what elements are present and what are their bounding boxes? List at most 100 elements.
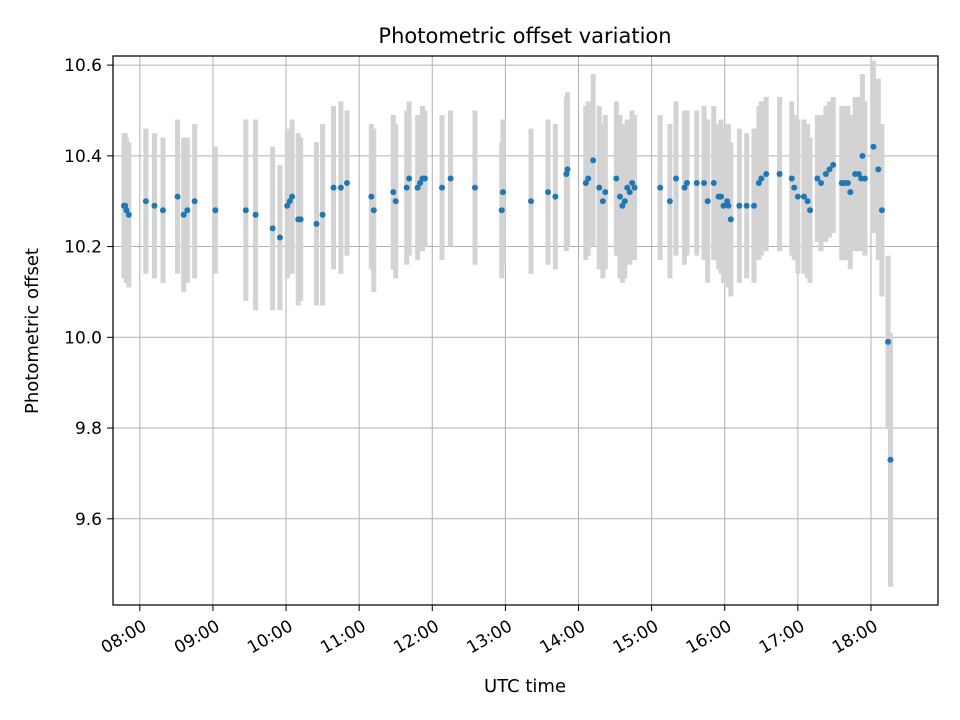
y-tick-label: 10.2 bbox=[64, 238, 102, 258]
data-point bbox=[791, 184, 798, 191]
data-point bbox=[122, 202, 129, 209]
data-point bbox=[743, 202, 750, 209]
x-axis-label: UTC time bbox=[484, 676, 566, 697]
data-point bbox=[142, 198, 149, 205]
data-point bbox=[826, 166, 833, 173]
data-point bbox=[701, 180, 708, 187]
data-point bbox=[269, 225, 276, 232]
data-point bbox=[619, 202, 626, 209]
data-point bbox=[414, 184, 421, 191]
data-point bbox=[693, 180, 700, 187]
data-point bbox=[870, 143, 877, 150]
data-point bbox=[447, 175, 454, 182]
data-point bbox=[878, 207, 885, 214]
data-point bbox=[788, 175, 795, 182]
data-point bbox=[313, 220, 320, 227]
data-point bbox=[621, 198, 628, 205]
data-point bbox=[370, 207, 377, 214]
data-point bbox=[337, 184, 344, 191]
data-point bbox=[590, 157, 597, 164]
data-point bbox=[727, 216, 734, 223]
data-point bbox=[844, 180, 851, 187]
data-point bbox=[602, 189, 609, 196]
chart-title: Photometric offset variation bbox=[378, 24, 671, 48]
data-point bbox=[818, 180, 825, 187]
data-point bbox=[613, 175, 620, 182]
data-point bbox=[368, 193, 375, 200]
data-point bbox=[855, 170, 862, 177]
y-tick-label: 10.0 bbox=[64, 328, 102, 348]
data-point bbox=[631, 184, 638, 191]
data-point bbox=[545, 189, 552, 196]
data-points bbox=[120, 143, 894, 463]
data-point bbox=[875, 166, 882, 173]
data-point bbox=[718, 193, 725, 200]
data-point bbox=[212, 207, 219, 214]
y-tick-label: 10.6 bbox=[64, 56, 102, 76]
data-point bbox=[847, 189, 854, 196]
data-point bbox=[725, 202, 732, 209]
y-tick-label: 9.8 bbox=[75, 419, 102, 439]
data-point bbox=[284, 202, 291, 209]
data-point bbox=[750, 202, 757, 209]
data-point bbox=[392, 198, 399, 205]
data-point bbox=[807, 207, 814, 214]
data-point bbox=[297, 216, 304, 223]
data-point bbox=[499, 189, 506, 196]
data-point bbox=[439, 184, 446, 191]
data-point bbox=[123, 207, 130, 214]
data-point bbox=[763, 170, 770, 177]
data-point bbox=[755, 180, 762, 187]
data-point bbox=[683, 180, 690, 187]
data-point bbox=[184, 207, 191, 214]
data-point bbox=[564, 166, 571, 173]
data-point bbox=[681, 184, 688, 191]
data-point bbox=[527, 198, 534, 205]
data-point bbox=[180, 211, 187, 218]
data-point bbox=[666, 198, 673, 205]
data-point bbox=[471, 184, 478, 191]
data-point bbox=[599, 198, 606, 205]
data-point bbox=[704, 198, 711, 205]
data-point bbox=[672, 175, 679, 182]
data-point bbox=[710, 180, 717, 187]
data-point bbox=[616, 193, 623, 200]
data-point bbox=[159, 207, 166, 214]
data-point bbox=[887, 456, 894, 463]
data-point bbox=[582, 180, 589, 187]
data-point bbox=[626, 189, 633, 196]
data-point bbox=[629, 180, 636, 187]
data-point bbox=[724, 198, 731, 205]
data-point bbox=[736, 202, 743, 209]
data-point bbox=[242, 207, 249, 214]
data-point bbox=[174, 193, 181, 200]
data-point bbox=[859, 152, 866, 159]
data-point bbox=[830, 161, 837, 168]
data-point bbox=[421, 175, 428, 182]
data-point bbox=[776, 170, 783, 177]
data-point bbox=[289, 193, 296, 200]
data-point bbox=[191, 198, 198, 205]
y-axis-label: Photometric offset bbox=[22, 248, 43, 414]
data-point bbox=[720, 202, 727, 209]
data-point bbox=[861, 175, 868, 182]
data-point bbox=[596, 184, 603, 191]
data-point bbox=[390, 189, 397, 196]
data-point bbox=[417, 180, 424, 187]
data-point bbox=[151, 202, 158, 209]
data-point bbox=[624, 184, 631, 191]
data-point bbox=[343, 180, 350, 187]
data-point bbox=[406, 175, 413, 182]
data-point bbox=[498, 207, 505, 214]
plot-frame bbox=[112, 55, 939, 606]
data-point bbox=[276, 234, 283, 241]
data-point bbox=[657, 184, 664, 191]
y-tick-label: 9.6 bbox=[75, 510, 102, 530]
data-point bbox=[125, 211, 132, 218]
data-point bbox=[804, 198, 811, 205]
data-point bbox=[552, 193, 559, 200]
y-axis-ticks: 9.6 9.8 10.0 10.2 10.4 10.6 bbox=[64, 56, 113, 530]
data-point bbox=[563, 170, 570, 177]
